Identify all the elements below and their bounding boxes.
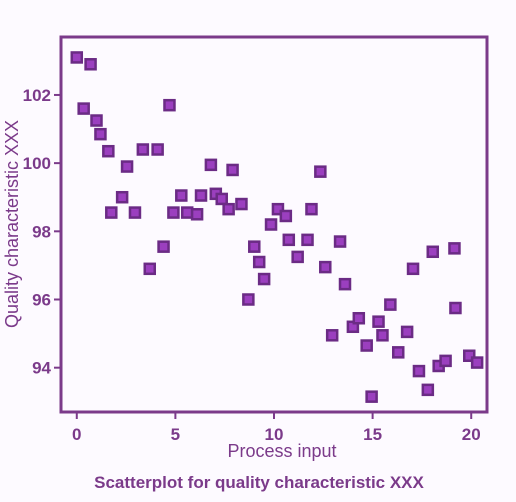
data-point	[338, 277, 352, 291]
data-point	[406, 262, 420, 276]
data-point	[102, 144, 115, 158]
data-point	[376, 329, 389, 342]
x-tick-label: 10	[265, 425, 284, 444]
data-point	[448, 242, 461, 255]
x-tick-label: 15	[363, 425, 382, 444]
data-point	[412, 364, 426, 378]
chart-title: Scatterplot for quality characteristic X…	[94, 473, 424, 492]
data-point	[365, 390, 378, 403]
data-point	[136, 143, 150, 156]
data-point	[215, 192, 228, 206]
data-point	[400, 325, 414, 339]
y-tick-label: 100	[23, 154, 51, 173]
data-point	[392, 346, 405, 359]
data-point	[372, 315, 385, 328]
data-point	[279, 209, 293, 223]
data-point	[421, 383, 435, 397]
x-axis-label: Process input	[227, 441, 336, 461]
data-point	[151, 143, 164, 156]
data-point	[105, 206, 118, 219]
data-point	[120, 160, 134, 173]
data-point	[90, 114, 103, 127]
y-axis-label: Quality characteristic XXX	[2, 120, 22, 328]
data-point	[226, 163, 239, 177]
data-point	[305, 202, 318, 216]
x-tick-label: 20	[462, 425, 481, 444]
data-point	[235, 197, 248, 211]
data-point	[115, 190, 129, 204]
data-point	[333, 235, 347, 248]
y-tick-label: 96	[32, 291, 51, 310]
data-point	[325, 329, 339, 342]
data-point	[426, 245, 440, 259]
data-point	[282, 233, 296, 247]
data-point	[449, 301, 462, 315]
data-points	[70, 51, 484, 403]
data-point	[222, 202, 235, 216]
data-point	[257, 272, 271, 286]
data-point	[128, 206, 142, 219]
data-point	[84, 58, 97, 71]
data-point	[470, 356, 484, 369]
data-point	[264, 218, 278, 231]
data-point	[319, 260, 332, 274]
x-axis: 0 5 10 15 20	[72, 412, 481, 444]
data-point	[204, 158, 218, 172]
data-point	[175, 189, 188, 202]
y-tick-label: 102	[23, 86, 51, 105]
data-point	[360, 339, 373, 352]
data-point	[190, 208, 204, 221]
data-point	[314, 165, 327, 178]
data-point	[248, 240, 261, 253]
data-point	[70, 51, 84, 64]
data-point	[352, 312, 366, 325]
data-point	[384, 298, 397, 311]
y-tick-label: 98	[32, 222, 51, 241]
data-point	[157, 240, 170, 253]
y-tick-label: 94	[32, 359, 51, 378]
data-point	[242, 293, 255, 306]
data-point	[180, 206, 194, 219]
data-point	[167, 206, 180, 219]
x-tick-label: 5	[171, 425, 180, 444]
data-point	[291, 250, 304, 264]
data-point	[143, 262, 156, 276]
data-point	[252, 255, 266, 269]
x-tick-label: 0	[72, 425, 81, 444]
y-axis: 94 96 98 100 102	[23, 86, 61, 378]
data-point	[271, 202, 285, 216]
data-point	[77, 102, 90, 115]
data-point	[439, 354, 452, 368]
data-point	[163, 98, 176, 112]
data-point	[194, 189, 208, 202]
data-point	[463, 349, 476, 362]
data-point	[94, 127, 107, 141]
data-point	[301, 233, 314, 247]
